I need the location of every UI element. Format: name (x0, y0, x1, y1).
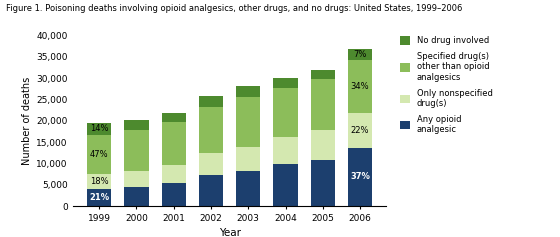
Bar (124, 120, 148, 130)
Legend: No drug involved, Specified drug(s)
other than opioid
analgesics, Only nonspecif: No drug involved, Specified drug(s) othe… (400, 36, 492, 134)
Bar (87, 189, 111, 206)
Bar (311, 160, 335, 206)
Bar (273, 78, 297, 88)
Bar (311, 79, 335, 130)
Bar (236, 147, 260, 171)
Bar (124, 171, 148, 187)
Text: 37%: 37% (350, 173, 370, 182)
Bar (162, 113, 186, 122)
Y-axis label: Number of deaths: Number of deaths (22, 77, 32, 165)
Bar (273, 88, 297, 137)
Text: 21%: 21% (89, 193, 109, 202)
Text: 14%: 14% (90, 124, 109, 133)
Bar (273, 164, 297, 206)
Text: 18%: 18% (90, 177, 109, 186)
Bar (311, 130, 335, 160)
Text: 47%: 47% (90, 150, 109, 159)
Bar (236, 171, 260, 206)
Text: 7%: 7% (353, 50, 367, 59)
Text: Figure 1. Poisoning deaths involving opioid analgesics, other drugs, and no drug: Figure 1. Poisoning deaths involving opi… (6, 4, 462, 13)
Bar (199, 153, 223, 175)
Bar (124, 130, 148, 171)
Bar (162, 183, 186, 206)
Bar (348, 148, 372, 206)
Bar (199, 107, 223, 153)
Bar (162, 122, 186, 165)
Bar (273, 137, 297, 164)
Bar (348, 49, 372, 60)
Bar (87, 135, 111, 174)
Bar (348, 60, 372, 113)
Bar (87, 174, 111, 189)
X-axis label: Year: Year (218, 228, 241, 237)
Bar (311, 70, 335, 79)
Bar (199, 96, 223, 107)
Bar (236, 97, 260, 147)
Bar (236, 86, 260, 97)
Bar (87, 123, 111, 135)
Text: 22%: 22% (351, 126, 369, 135)
Bar (124, 187, 148, 206)
Bar (162, 165, 186, 183)
Text: 34%: 34% (351, 82, 370, 91)
Bar (199, 175, 223, 206)
Bar (348, 113, 372, 148)
